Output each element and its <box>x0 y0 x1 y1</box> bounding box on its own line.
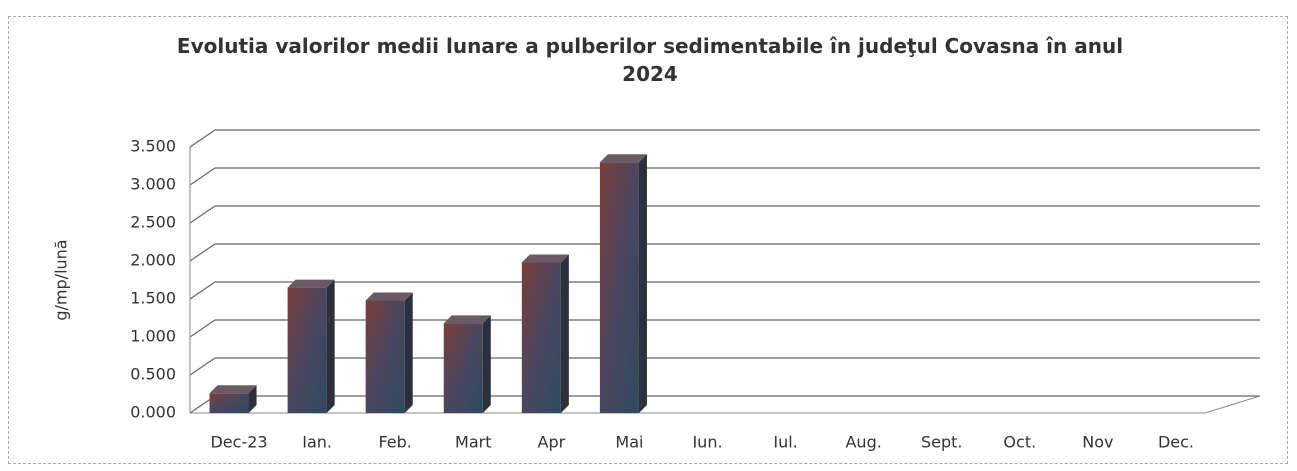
y-tick-label: 0.000 <box>130 403 176 422</box>
bar <box>209 385 257 413</box>
bar <box>443 315 491 413</box>
x-tick-label: Apr <box>538 433 566 452</box>
x-tick-label: Aug. <box>845 433 881 452</box>
x-tick-label: Oct. <box>1003 433 1036 452</box>
bar <box>521 254 569 413</box>
chart-title: Evolutia valorilor medii lunare a pulber… <box>176 34 1124 86</box>
y-tick-label: 3.500 <box>130 137 176 156</box>
x-tick-label: Iul. <box>773 433 797 452</box>
y-tick-label: 1.500 <box>130 289 176 308</box>
y-tick-label: 1.000 <box>130 327 176 346</box>
floor <box>190 395 1261 414</box>
x-tick-label: Dec-23 <box>210 433 267 452</box>
y-tick-label: 3.000 <box>130 175 176 194</box>
grid-line <box>189 205 1260 224</box>
grid-line <box>189 243 1260 262</box>
grid-line <box>189 281 1260 300</box>
bar <box>287 279 335 413</box>
x-tick-label: Ian. <box>302 433 332 452</box>
y-tick-label: 0.500 <box>130 365 176 384</box>
grid-line <box>189 167 1260 186</box>
x-tick-label: Mai <box>615 433 643 452</box>
y-tick-label: 2.500 <box>130 213 176 232</box>
x-tick-label: Iun. <box>692 433 722 452</box>
x-tick-label: Nov <box>1082 433 1113 452</box>
bar <box>599 154 647 413</box>
x-tick-label: Sept. <box>921 433 963 452</box>
grid-line <box>189 357 1260 376</box>
x-tick-label: Dec. <box>1158 433 1194 452</box>
grid-line <box>189 319 1260 338</box>
y-axis-label: g/mp/lună <box>52 239 71 320</box>
grid-line <box>189 129 1260 148</box>
y-tick-label: 2.000 <box>130 251 176 270</box>
chart-frame <box>8 16 1288 464</box>
bar <box>365 292 413 413</box>
x-tick-label: Feb. <box>378 433 411 452</box>
x-tick-label: Mart <box>455 433 491 452</box>
grid-line <box>189 395 1260 414</box>
